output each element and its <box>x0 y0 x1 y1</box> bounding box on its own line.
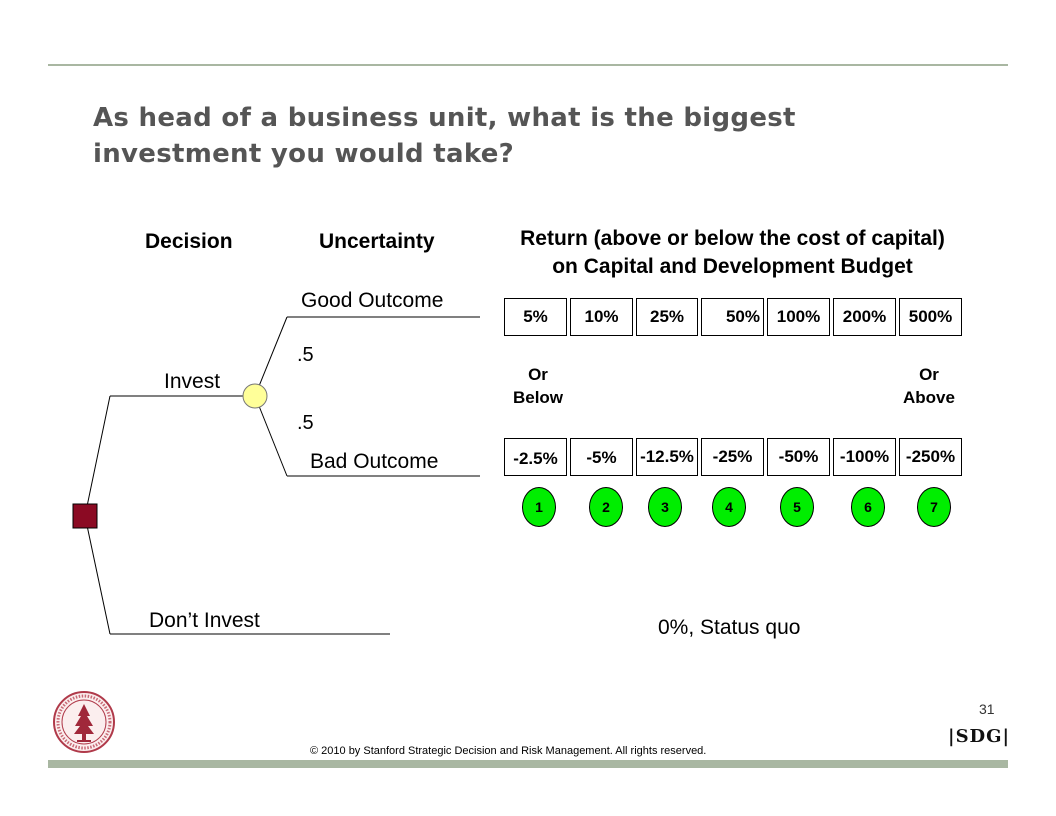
good-return-box: 100% <box>767 298 830 336</box>
option-6-circle[interactable]: 6 <box>851 487 885 527</box>
or-above-line1: Or <box>919 365 939 384</box>
option-4-circle[interactable]: 4 <box>712 487 746 527</box>
slide-title: As head of a business unit, what is the … <box>93 103 796 169</box>
dont-invest-label: Don’t Invest <box>149 609 260 632</box>
copyright-notice: © 2010 by Stanford Strategic Decision an… <box>310 745 707 757</box>
or-below-line1: Or <box>528 365 548 384</box>
option-5-circle[interactable]: 5 <box>780 487 814 527</box>
option-3-circle[interactable]: 3 <box>648 487 682 527</box>
invest-stem-line <box>84 395 111 517</box>
return-header-line2: on Capital and Development Budget <box>552 255 913 278</box>
bad-return-box: -250% <box>899 438 962 476</box>
bad-return-box: -2.5% <box>504 438 567 476</box>
good-return-box: 50% <box>701 298 764 336</box>
or-above-label: Or Above <box>895 363 963 409</box>
good-probability: .5 <box>297 344 314 366</box>
bottom-divider <box>48 760 1008 768</box>
bad-stem-line <box>254 395 288 477</box>
option-1-circle[interactable]: 1 <box>522 487 556 527</box>
good-return-box: 25% <box>636 298 698 336</box>
decision-node <box>72 503 98 529</box>
bad-return-box: -100% <box>833 438 896 476</box>
sdg-logo: |SDG| <box>948 726 1011 747</box>
option-7-circle[interactable]: 7 <box>917 487 951 527</box>
good-return-box: 500% <box>899 298 962 336</box>
return-header: Return (above or below the cost of capit… <box>480 225 985 281</box>
or-below-line2: Below <box>512 388 564 407</box>
status-quo-label: 0%, Status quo <box>658 616 801 639</box>
or-below-label: Or Below <box>504 363 572 409</box>
bad-outcome-label: Bad Outcome <box>310 450 439 473</box>
or-above-line2: Above <box>903 388 955 407</box>
stanford-seal-icon <box>53 691 115 753</box>
uncertainty-header: Uncertainty <box>319 230 435 253</box>
bad-return-box: -25% <box>701 438 764 476</box>
invest-label: Invest <box>164 370 221 393</box>
bad-return-box: -5% <box>570 438 633 476</box>
good-stem-line <box>254 316 288 397</box>
good-outcome-label: Good Outcome <box>301 289 444 312</box>
option-2-circle[interactable]: 2 <box>589 487 623 527</box>
bad-return-box: -50% <box>767 438 830 476</box>
page-number: 31 <box>979 701 995 717</box>
decision-header: Decision <box>145 230 233 253</box>
bad-probability: .5 <box>297 412 314 434</box>
return-header-line1: Return (above or below the cost of capit… <box>520 227 945 250</box>
chance-node <box>242 383 268 409</box>
good-return-box: 5% <box>504 298 567 336</box>
sdg-logo-text: SDG <box>955 726 1003 747</box>
bad-return-box: -12.5% <box>636 438 698 476</box>
dont-invest-stem-line <box>84 515 111 635</box>
good-return-box: 200% <box>833 298 896 336</box>
good-return-box: 10% <box>570 298 633 336</box>
top-divider <box>48 64 1008 66</box>
